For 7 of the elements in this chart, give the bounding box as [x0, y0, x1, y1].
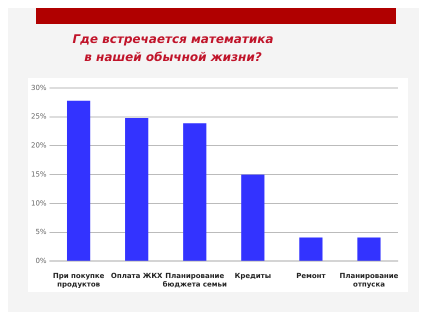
- bar: [357, 238, 381, 261]
- bar: [66, 100, 90, 261]
- bar: [183, 123, 206, 261]
- bar: [299, 238, 323, 261]
- bar: [241, 174, 264, 261]
- chart-title: Где встречается математика в нашей обычной жизни?: [72, 31, 274, 66]
- bar: [125, 118, 148, 261]
